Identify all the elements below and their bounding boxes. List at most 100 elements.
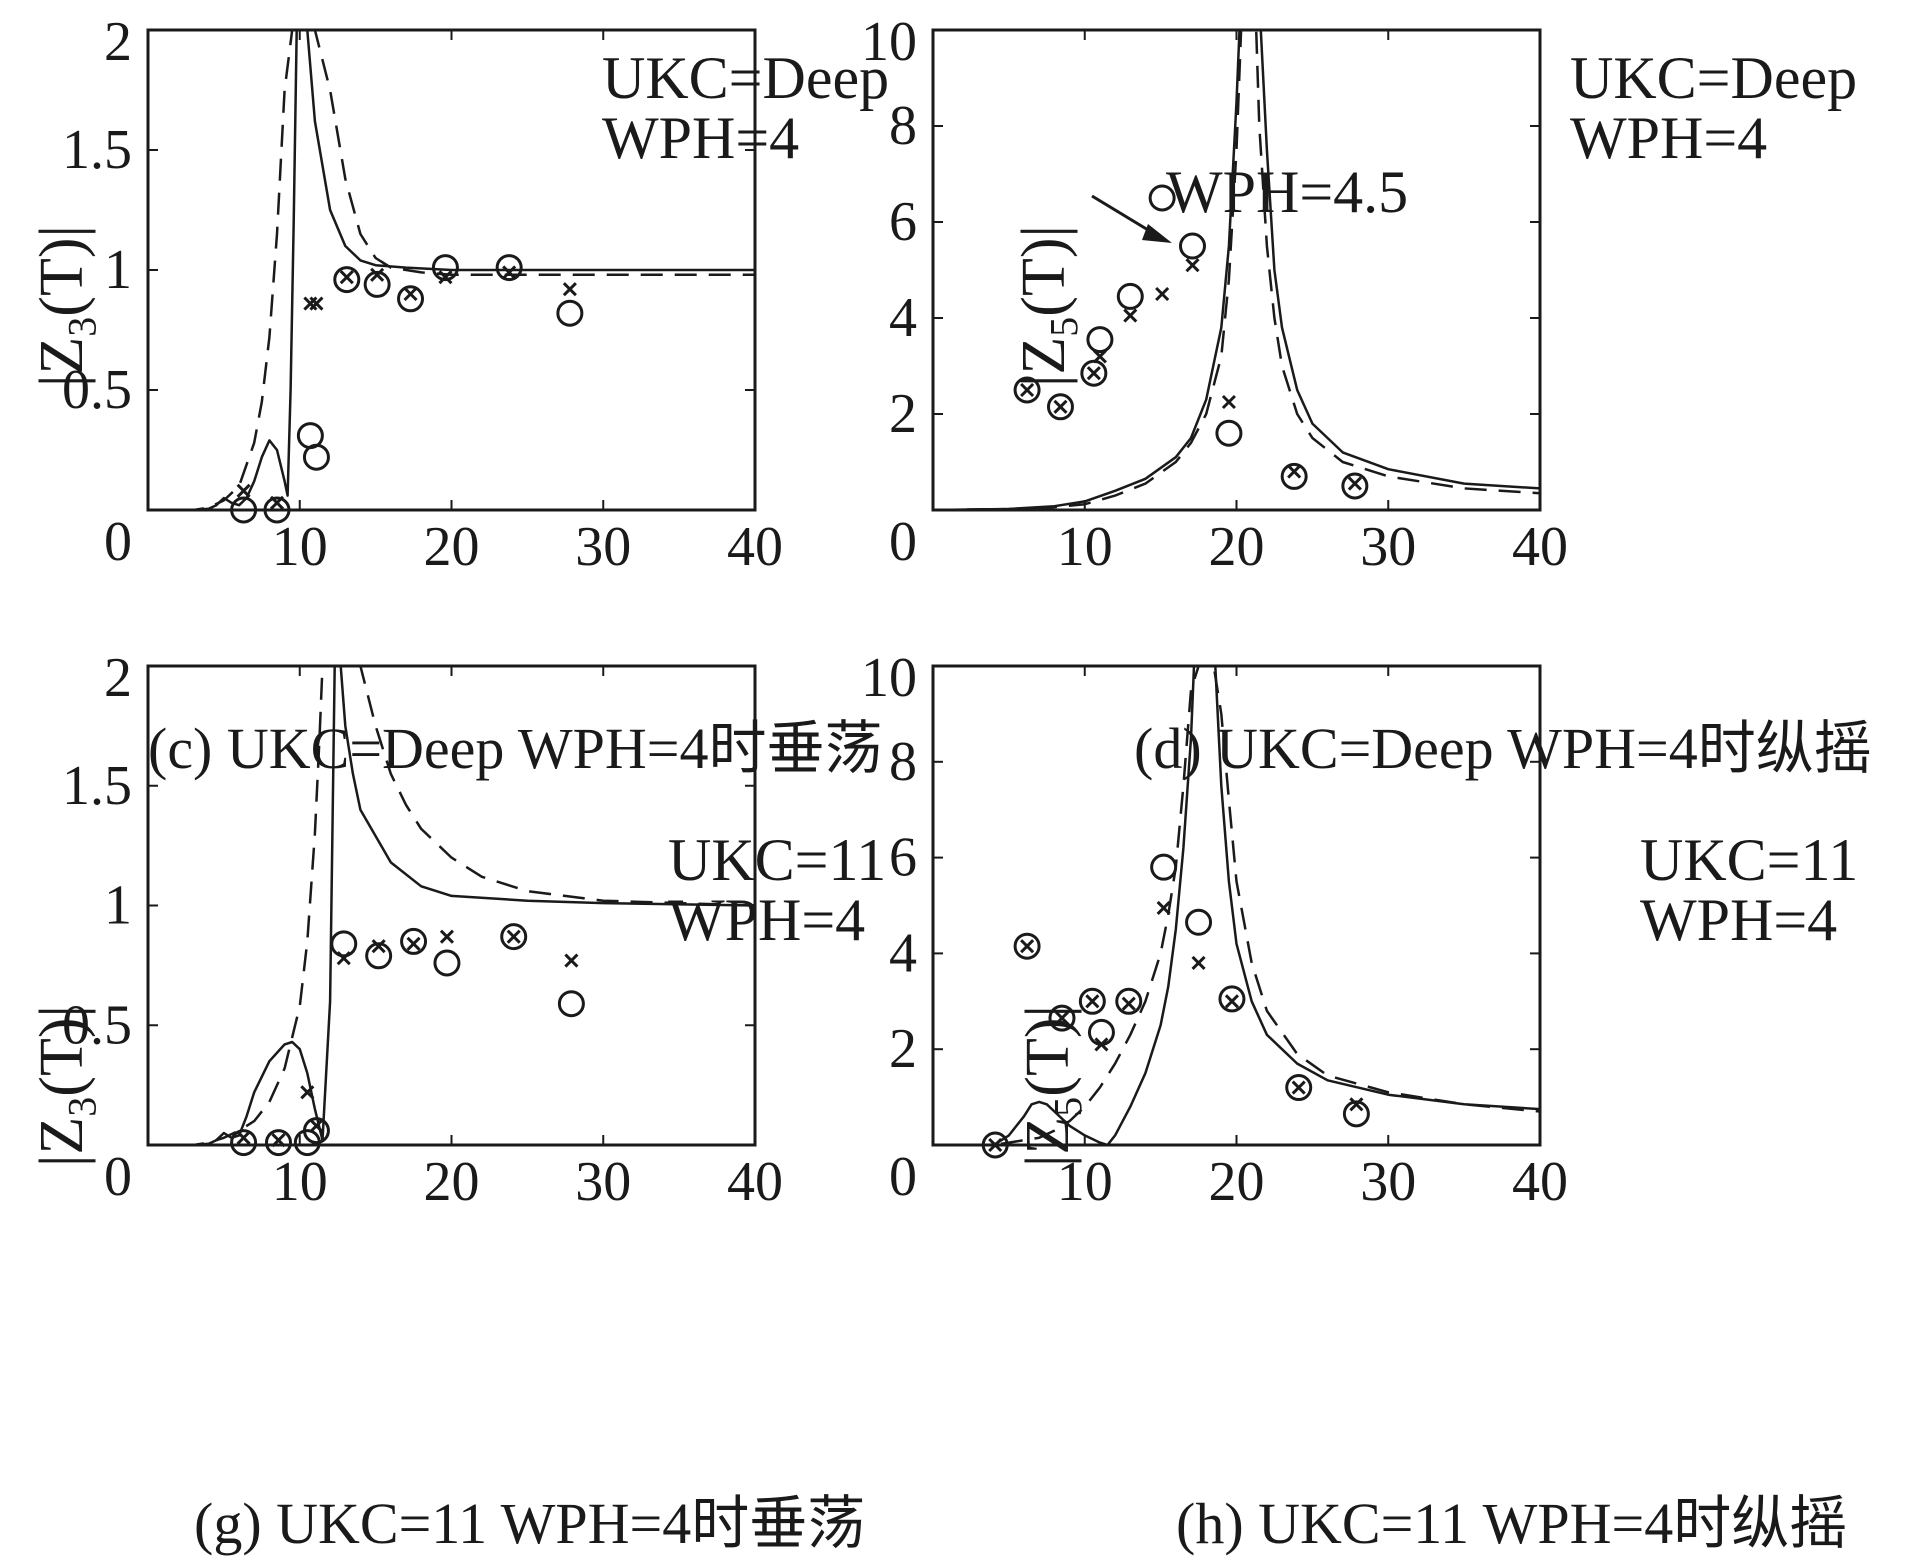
o-marker [1115, 987, 1143, 1015]
o-marker [363, 270, 391, 298]
x-marker [1191, 955, 1206, 971]
x-marker [1020, 382, 1035, 398]
panel-h: 10 20 30 40 0 2 4 6 8 10 |Z5(T)| UKC=11 WPH=4 (h)… [861, 647, 1917, 1561]
o-marker [1185, 908, 1213, 936]
x-marker [370, 267, 385, 282]
x-tick-label: 10 [1057, 1151, 1113, 1213]
o-marker [1078, 987, 1106, 1015]
o-marker [1148, 184, 1176, 212]
o-marker [230, 496, 258, 524]
o-marker [1087, 1018, 1115, 1046]
x-tick-label: 10 [272, 1151, 328, 1213]
x-marker [309, 1118, 324, 1133]
x-tick-label: 20 [424, 516, 480, 578]
o-marker [495, 254, 523, 282]
x-marker [1156, 900, 1171, 915]
x-marker [1224, 994, 1240, 1009]
o-marker [1150, 853, 1178, 881]
o-marker [981, 1131, 1009, 1159]
o-marker [400, 927, 428, 955]
panel-d: 10 20 30 40 0 2 4 6 8 10 |Z5(T)| UKC=Deep WPH=4 W… [861, 0, 1917, 781]
o-marker [397, 285, 425, 313]
x-tick-label: 40 [727, 1151, 783, 1213]
x-marker [371, 939, 386, 954]
chart-c: 10 20 30 40 0 0.5 1 1.5 2 [62, 11, 783, 578]
o-marker [1086, 326, 1114, 354]
series-group [933, 30, 1540, 510]
o-marker [1048, 1004, 1076, 1032]
y-tick-label: 0 [104, 511, 132, 573]
series-group [148, 666, 755, 1145]
x-marker [1086, 366, 1101, 381]
o-marker [431, 254, 459, 282]
x-marker [1221, 394, 1236, 410]
x-marker [506, 929, 521, 944]
o-marker [1342, 1100, 1370, 1128]
y-tick-label: 0 [889, 1146, 917, 1208]
annotation-ukc: UKC=11 [668, 827, 887, 893]
o-marker [1013, 376, 1041, 404]
x-tick-label: 30 [575, 516, 631, 578]
series-group [933, 666, 1540, 1145]
y-tick-label: 0.5 [62, 359, 132, 421]
ylabel-d: |Z5(T)| [1010, 225, 1087, 387]
annotation-h: UKC=11 WPH=4 [1640, 830, 1858, 950]
solid-series-line [148, 30, 755, 510]
chart-g: 10 20 30 40 0 0.5 1 1.5 2 [62, 647, 783, 1213]
y-tick-label: 2 [889, 383, 917, 445]
x-marker [502, 265, 517, 280]
o-marker [333, 266, 361, 294]
ylabel-h: |Z5(T)| [1014, 1005, 1091, 1167]
caption-h: (h) UKC=11 WPH=4时纵摇 [1176, 1491, 1848, 1556]
x-marker [1349, 1097, 1364, 1112]
x-marker [439, 929, 455, 944]
x-marker [1123, 308, 1138, 323]
x-marker [1291, 1080, 1306, 1095]
x-marker [438, 270, 453, 285]
o-marker [1341, 472, 1369, 500]
x-tick-label: 40 [727, 516, 783, 578]
o-marker [1116, 282, 1144, 310]
o-marker [302, 1117, 330, 1145]
x-tick-label: 30 [1360, 516, 1416, 578]
y-tick-label: 0 [104, 1146, 132, 1208]
caption-g: (g) UKC=11 WPH=4时垂荡 [194, 1491, 866, 1556]
o-marker [1218, 985, 1246, 1013]
o-marker [433, 949, 461, 977]
x-marker [236, 1130, 251, 1145]
x-marker [1020, 939, 1035, 954]
x-marker [309, 296, 324, 311]
x-marker [271, 1133, 286, 1148]
x-tick-label: 30 [575, 1151, 631, 1213]
y-tick-label: 0 [889, 511, 917, 573]
x-tick-label: 20 [1209, 1151, 1265, 1213]
annotation-ukc: UKC=Deep [602, 45, 890, 111]
o-marker [556, 299, 584, 327]
x-tick-label: 10 [272, 516, 328, 578]
o-marker [1280, 462, 1308, 490]
o-marker [1215, 419, 1243, 447]
o-marker [265, 1129, 293, 1157]
x-marker [1054, 1011, 1070, 1026]
ylabel-c: |Z3(T)| [28, 225, 105, 387]
caption-d: (d) UKC=Deep WPH=4时纵摇 [1134, 716, 1872, 781]
y-tick-label: 6 [889, 827, 917, 889]
panel-c: 10 20 30 40 0 0.5 1 1.5 2 |Z3(T)| UKC=Deep WPH=4… [0, 0, 958, 780]
annotation-wph: WPH=4 [1570, 105, 1768, 171]
dashed-series-line [933, 30, 1540, 510]
y-tick-label: 6 [889, 191, 917, 253]
y-tick-label: 4 [889, 922, 917, 984]
x-marker [562, 282, 577, 297]
annotation-c: UKC=Deep WPH=4 [602, 48, 889, 168]
y-tick-label: 1 [104, 239, 132, 301]
x-tick-label: 40 [1512, 1151, 1568, 1213]
annotation-wph: WPH=4 [602, 105, 800, 171]
x-tick-label: 30 [1360, 1151, 1416, 1213]
arrow-label-d: WPH=4.5 [1166, 159, 1409, 225]
y-tick-label: 4 [889, 287, 917, 349]
x-marker [1053, 399, 1068, 414]
annotation-d: UKC=Deep WPH=4 [1570, 48, 1857, 168]
x-marker [403, 286, 418, 302]
panel-g: 10 20 30 40 0 0.5 1 1.5 2 |Z3(T)| UKC=11 WPH=4 (… [0, 647, 958, 1561]
o-marker [1080, 359, 1108, 387]
